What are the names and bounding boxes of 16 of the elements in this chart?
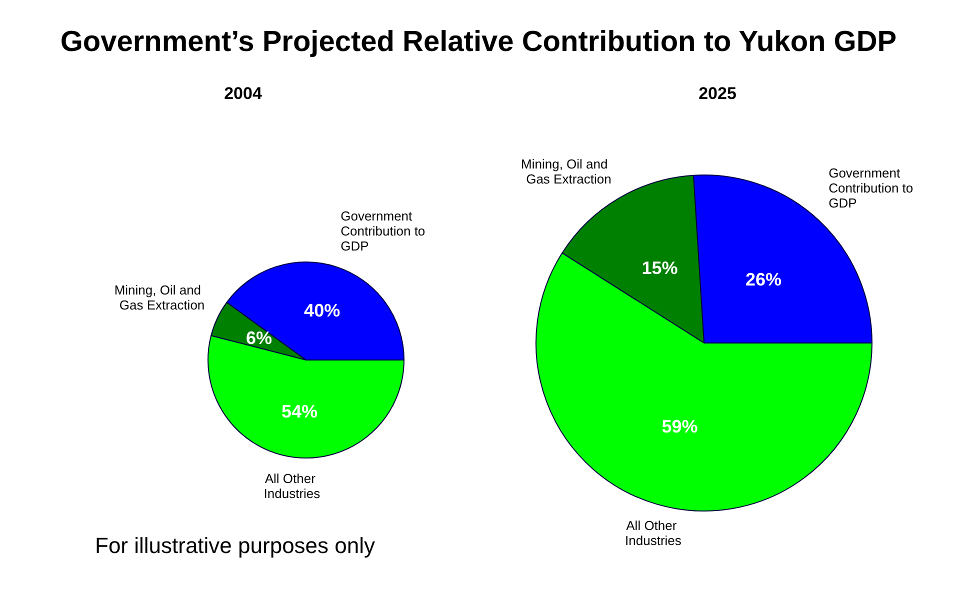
chart-title: 2025 bbox=[698, 84, 736, 103]
data-label: 15% bbox=[642, 258, 678, 278]
data-label: 6% bbox=[246, 328, 272, 348]
data-label: 54% bbox=[281, 402, 318, 422]
slice-label: Mining, Oil and Gas Extraction bbox=[114, 282, 205, 312]
chart-subtitle: 2004 bbox=[224, 84, 262, 103]
chart-title: Government’s Projected Relative Contribution to Yukon GDP bbox=[59, 26, 898, 59]
slice-label: Mining, Oil and Gas Extraction bbox=[521, 156, 612, 186]
data-label: 26% bbox=[746, 270, 782, 290]
text: For illustrative purposes only bbox=[95, 533, 376, 559]
data-label: 59% bbox=[662, 416, 698, 437]
slice-label: All Other Industries bbox=[625, 518, 682, 548]
slice-label: Government Contribution to GDP bbox=[340, 208, 429, 254]
data-label: 40% bbox=[304, 300, 340, 321]
slice-label: All Other Industries bbox=[264, 471, 321, 502]
slice-label: Government Contribution to GDP bbox=[828, 165, 917, 210]
